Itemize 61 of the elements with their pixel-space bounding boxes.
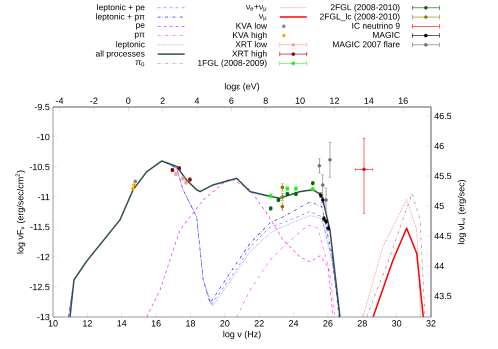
x2-tick-label: 4 xyxy=(194,98,200,104)
y2-tick-label: 46.5 xyxy=(434,112,452,120)
y2-axis-title: log νL$_{ν}$ (erg/sec) xyxy=(458,180,466,244)
x2-tick-label: 12 xyxy=(330,98,339,104)
y-tick-label: -11 xyxy=(38,194,50,200)
x-tick-label: 24 xyxy=(289,320,298,326)
legend-label: IC neutrino 9 xyxy=(352,22,400,29)
y2-tick-label: 44.5 xyxy=(434,232,452,240)
y-tick-label: -11.5 xyxy=(30,224,50,230)
x2-tick-label: 2 xyxy=(160,98,165,104)
legend-label: KVA low xyxy=(236,22,268,29)
x-tick-label: 18 xyxy=(186,320,196,327)
x2-tick-label: 10 xyxy=(296,97,305,104)
x2-tick-label: 8 xyxy=(264,97,268,104)
x-tick-label: 12 xyxy=(83,320,92,326)
legend-label: 2FGL_lc (2008-2010) xyxy=(320,13,400,22)
x-axis-title: log ν (Hz) xyxy=(223,330,261,340)
y2-tick-label: 43.5 xyxy=(434,292,452,300)
legend-label: ν$_{e}$+ν$_{μ}$ xyxy=(246,4,266,12)
y-tick-label: -10.5 xyxy=(30,164,50,170)
legend-label: ν$_{μ}$ xyxy=(258,14,266,21)
legend-label: KVA high xyxy=(233,32,267,40)
y-tick-label: -13 xyxy=(37,314,50,320)
y-tick-label: -9.5 xyxy=(34,104,50,110)
legend-label: 2FGL (2008-2010) xyxy=(330,4,400,12)
x-tick-label: 30 xyxy=(392,320,402,327)
legend-label: π$_{0}$ xyxy=(136,60,144,66)
y-tick-label: -12.5 xyxy=(30,284,50,290)
y2-tick-label: 45.5 xyxy=(434,172,452,180)
x2-tick-label: 16 xyxy=(398,97,408,104)
x2-tick-label: -2 xyxy=(90,98,98,104)
x-tick-label: 26 xyxy=(323,320,333,327)
y2-tick-label: 44 xyxy=(434,262,444,270)
legend-label: pπ xyxy=(134,32,145,39)
y-tick-label: -10 xyxy=(37,134,50,140)
y2-tick-label: 46 xyxy=(434,142,444,150)
x-tick-label: 20 xyxy=(220,320,230,327)
x-tick-label: 28 xyxy=(358,320,367,327)
legend-label: XRT high xyxy=(232,50,267,58)
x2-tick-label: 14 xyxy=(364,98,374,104)
x2-tick-label: 0 xyxy=(126,97,130,104)
x2-tick-label: 6 xyxy=(229,97,234,104)
legend-label: leptonic xyxy=(116,41,145,49)
x-tick-label: 10 xyxy=(48,320,58,327)
legend-label: XRT low xyxy=(235,41,268,48)
y-axis-title: log νF$_{ν}$ (erg/sec/cm$^{2}$) xyxy=(15,170,26,254)
x-tick-label: 22 xyxy=(254,320,264,326)
legend-label: 1FGL (2008-2009) xyxy=(198,60,267,68)
y-tick-label: -12 xyxy=(37,254,50,260)
legend-label: pe xyxy=(136,23,145,30)
legend-label: all processes xyxy=(96,50,145,58)
x-tick-label: 16 xyxy=(152,320,161,327)
x2-tick-label: -4 xyxy=(56,98,64,104)
x2-axis-title: logε (eV) xyxy=(224,82,260,92)
legend-label: MAGIC xyxy=(372,32,400,38)
x-tick-label: 14 xyxy=(117,320,126,326)
legend-label: leptonic + pe xyxy=(97,4,145,12)
legend-label: leptonic + pπ xyxy=(96,13,145,22)
y2-tick-label: 45 xyxy=(434,202,444,210)
legend-label: MAGIC 2007 flare xyxy=(332,41,400,48)
x-tick-label: 32 xyxy=(426,320,436,327)
